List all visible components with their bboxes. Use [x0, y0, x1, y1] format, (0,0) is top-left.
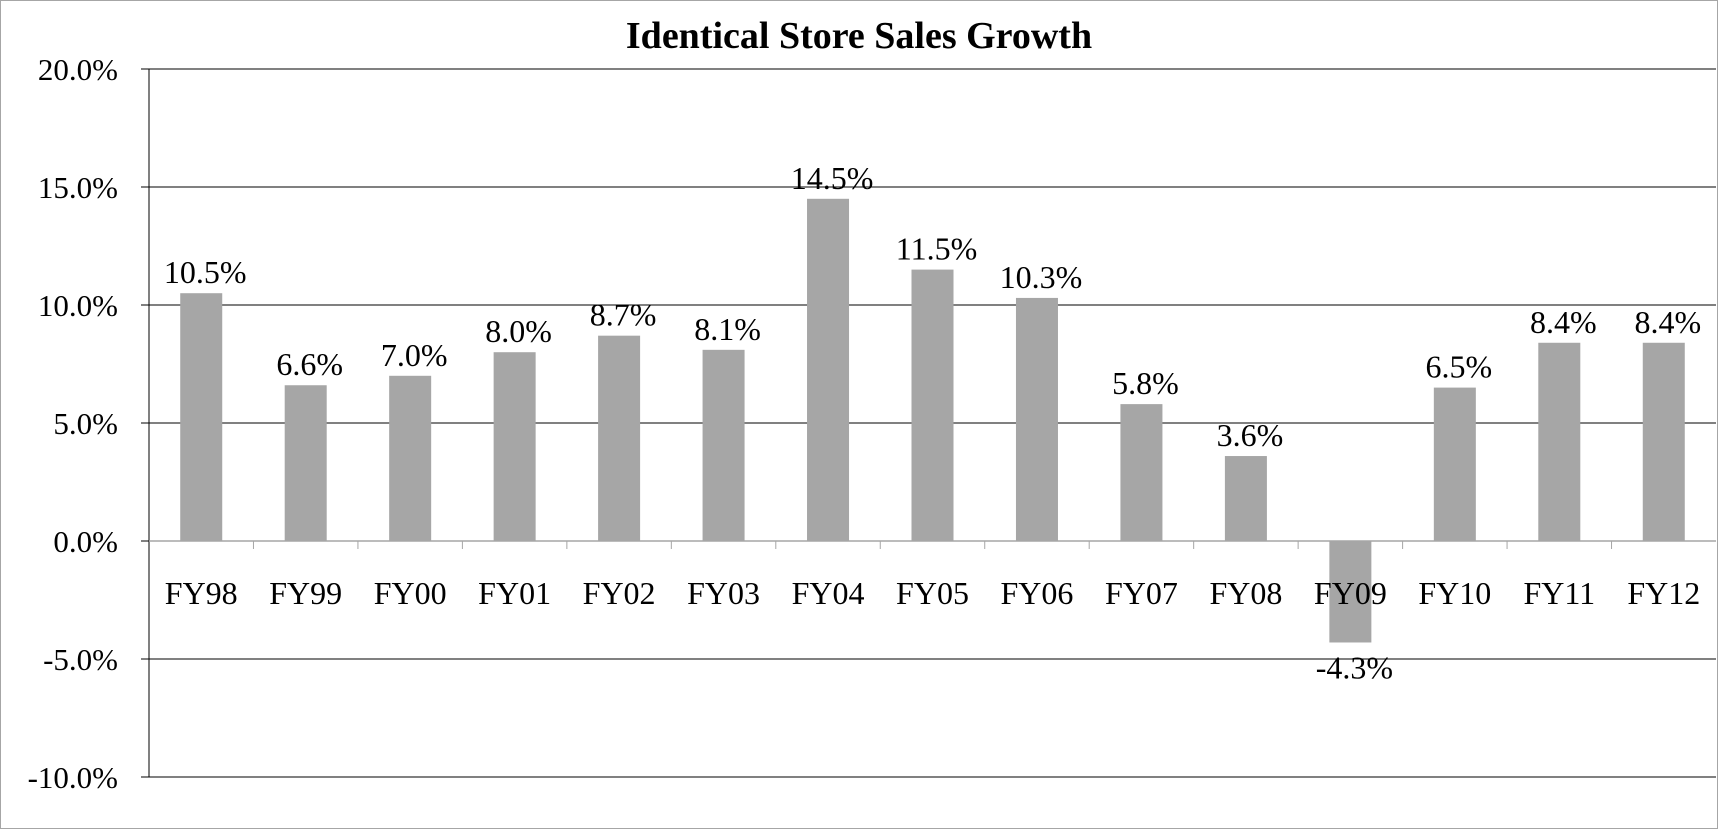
- bar: [180, 293, 223, 541]
- data-label: 11.5%: [896, 231, 977, 267]
- data-label: 8.1%: [694, 311, 761, 347]
- bar: [1642, 342, 1685, 541]
- y-tick-label: 10.0%: [38, 288, 118, 323]
- bar: [493, 352, 536, 541]
- x-tick-label: FY07: [1105, 575, 1178, 611]
- x-tick-label: FY12: [1627, 575, 1700, 611]
- x-tick-label: FY10: [1418, 575, 1491, 611]
- x-tick-label: FY99: [269, 575, 342, 611]
- chart-title: Identical Store Sales Growth: [625, 15, 1093, 57]
- x-tick-label: FY03: [687, 575, 760, 611]
- bar: [807, 198, 850, 542]
- data-label: 10.3%: [1000, 259, 1083, 295]
- y-tick-label: 5.0%: [53, 406, 118, 441]
- data-label: 7.0%: [381, 337, 448, 373]
- data-label: -4.3%: [1316, 649, 1393, 685]
- y-tick-label: -10.0%: [28, 760, 118, 795]
- y-tick-label: 15.0%: [38, 170, 118, 205]
- x-tick-label: FY02: [583, 575, 656, 611]
- y-tick-label: -5.0%: [43, 642, 118, 677]
- bar: [702, 349, 745, 541]
- data-label: 3.6%: [1217, 417, 1284, 453]
- bar: [1329, 541, 1372, 643]
- x-tick-label: FY05: [896, 575, 969, 611]
- bar: [911, 269, 954, 541]
- data-label: 8.7%: [590, 297, 657, 333]
- y-tick-label: 0.0%: [53, 524, 118, 559]
- bar: [1120, 404, 1163, 541]
- bar: [284, 385, 327, 541]
- bar: [1538, 342, 1581, 541]
- data-label: 6.6%: [276, 346, 343, 382]
- bar: [1224, 456, 1267, 541]
- data-label: 8.0%: [485, 313, 552, 349]
- data-label: 8.4%: [1530, 304, 1597, 340]
- data-label: 14.5%: [791, 160, 874, 196]
- x-tick-label: FY08: [1209, 575, 1282, 611]
- bar: [1015, 297, 1058, 541]
- x-tick-label: FY04: [792, 575, 865, 611]
- x-tick-label: FY09: [1314, 575, 1387, 611]
- bar: [598, 335, 641, 541]
- x-tick-label: FY01: [478, 575, 551, 611]
- x-tick-label: FY00: [374, 575, 447, 611]
- x-tick-label: FY06: [1001, 575, 1074, 611]
- x-tick-label: FY98: [165, 575, 238, 611]
- bar: [389, 375, 432, 541]
- data-label: 5.8%: [1112, 365, 1179, 401]
- data-label: 8.4%: [1634, 304, 1701, 340]
- y-tick-label: 20.0%: [38, 52, 118, 87]
- bar: [1433, 387, 1476, 541]
- data-label: 10.5%: [164, 254, 247, 290]
- data-label: 6.5%: [1426, 349, 1493, 385]
- x-tick-label: FY11: [1523, 575, 1595, 611]
